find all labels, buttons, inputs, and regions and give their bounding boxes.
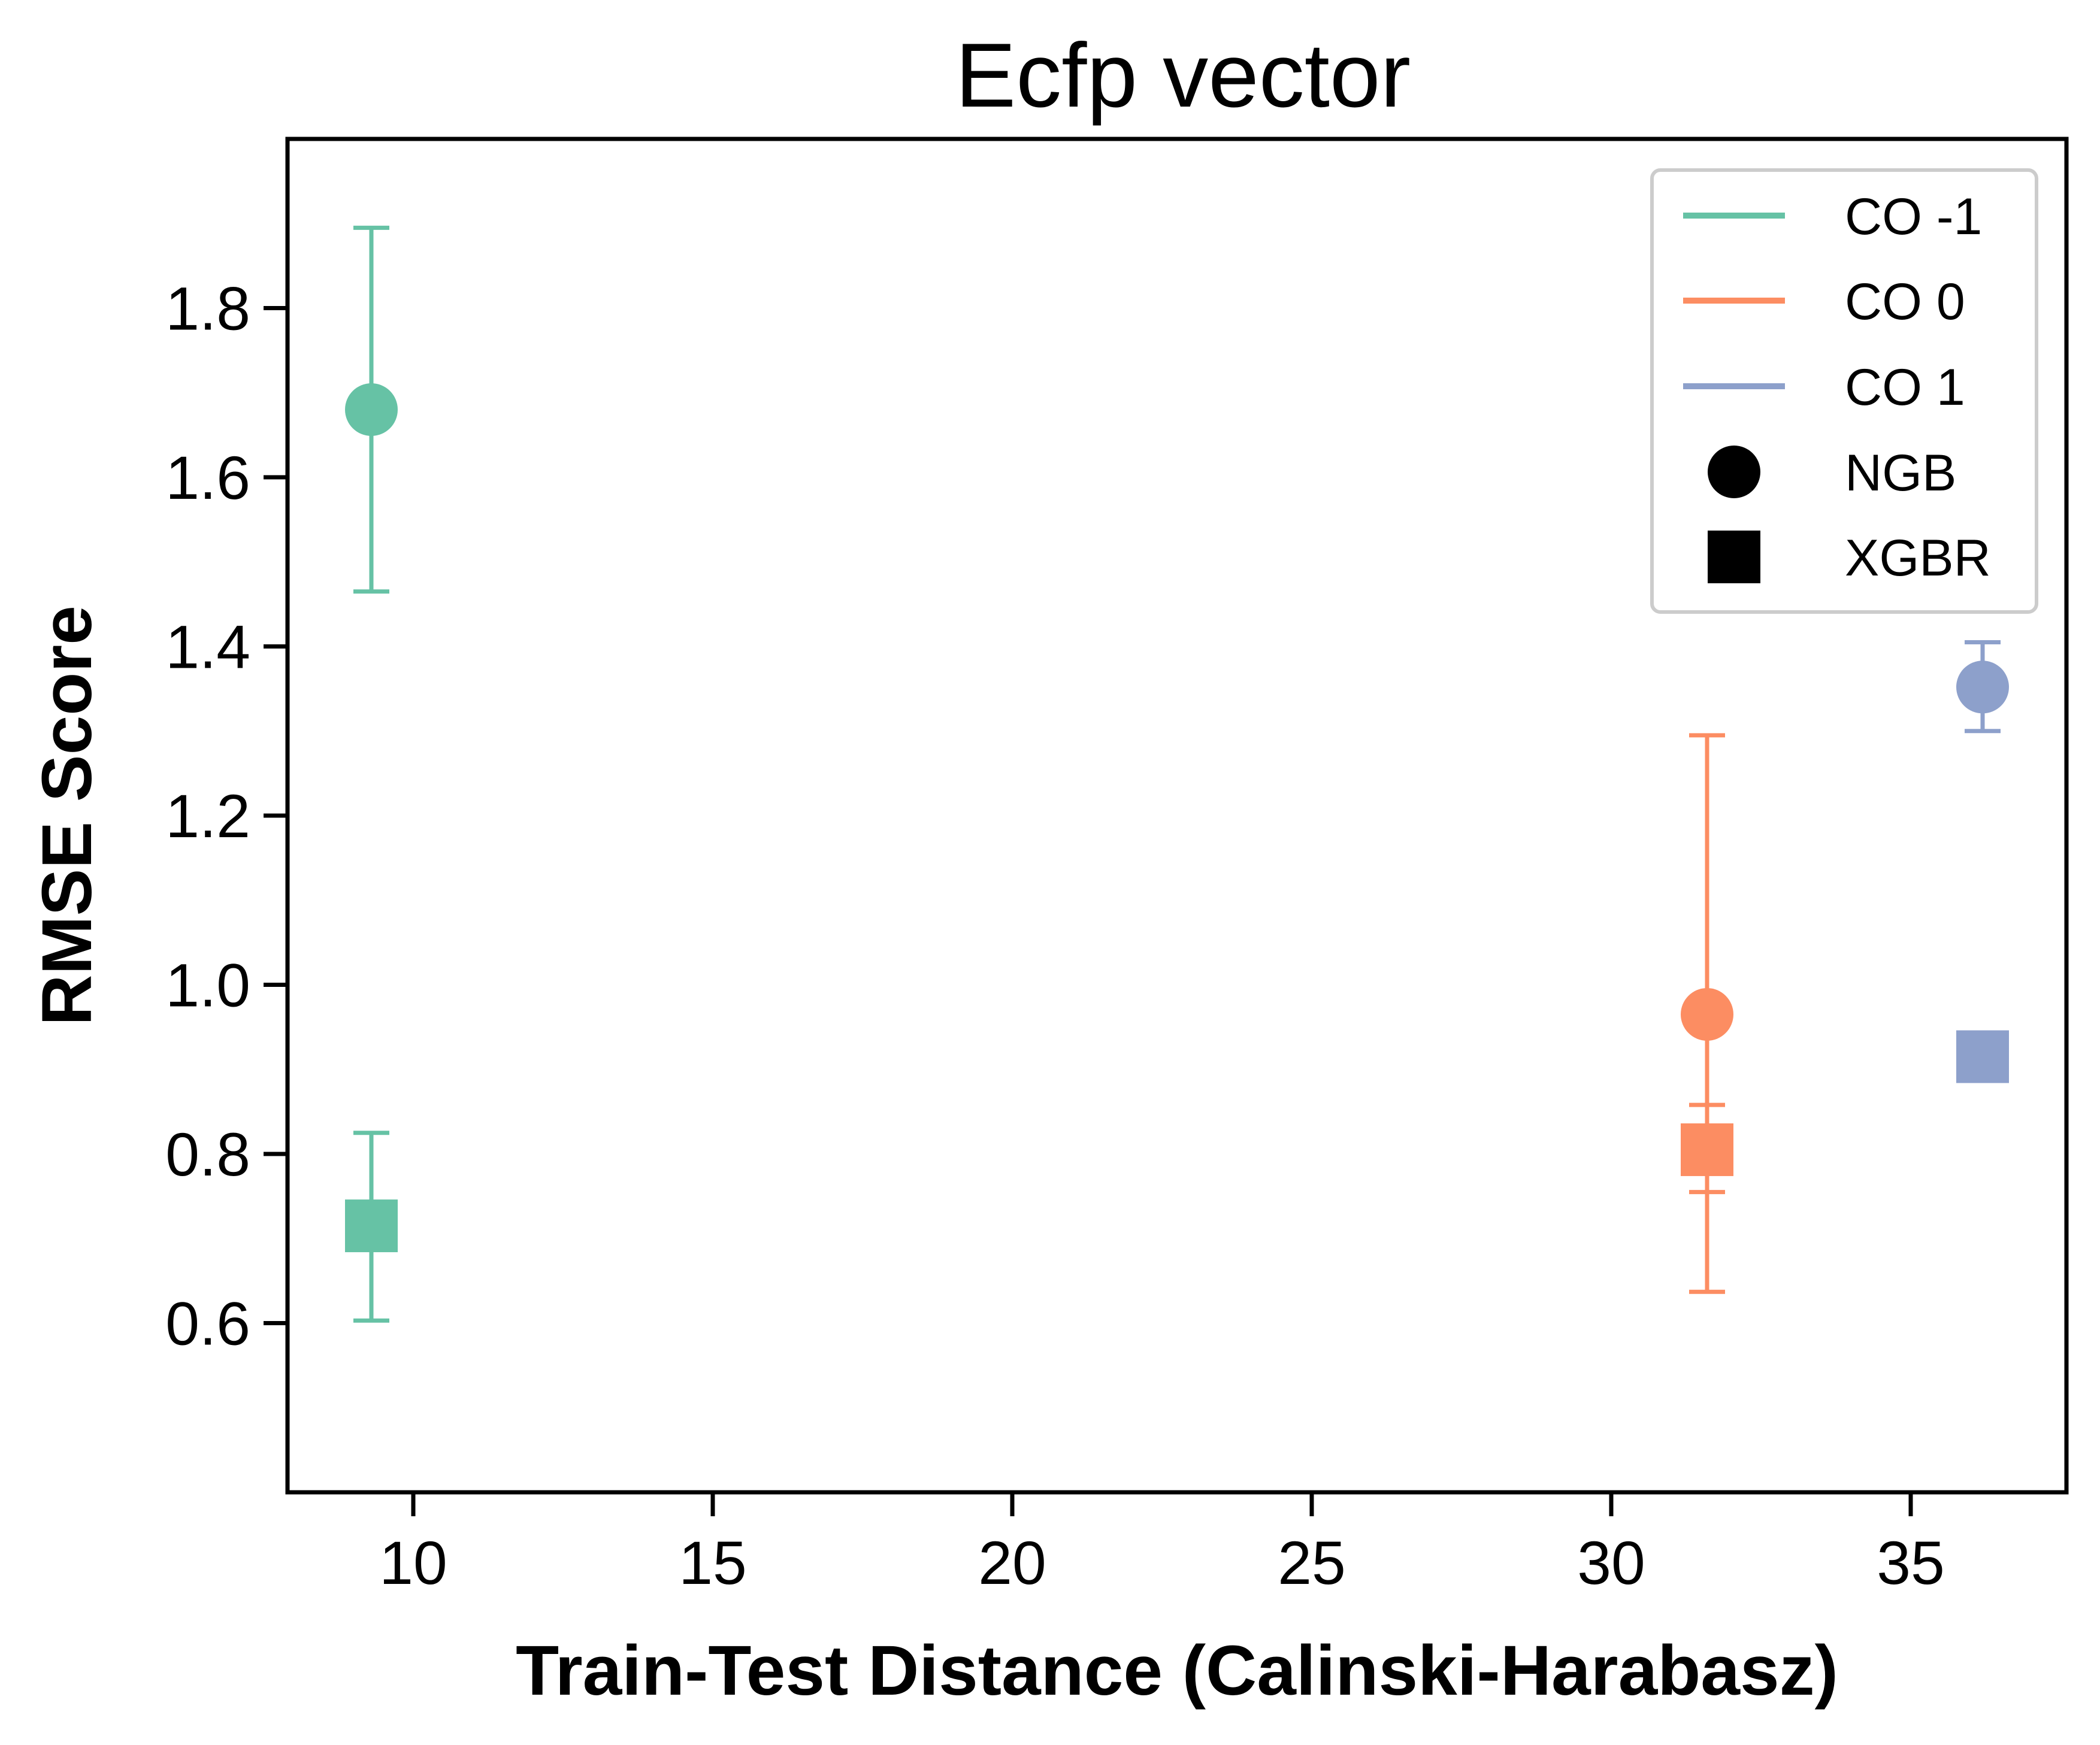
legend-label-co-neg1: CO -1 <box>1845 188 1982 246</box>
marker-coneg1-xgbr <box>345 1199 398 1253</box>
y-tick-label: 1.2 <box>165 782 250 850</box>
marker-co0-ngb <box>1681 987 1733 1041</box>
x-axis-ticks: 10 15 20 25 30 35 <box>379 1492 1945 1597</box>
x-tick-label: 35 <box>1877 1529 1944 1597</box>
legend-swatch-ngb <box>1708 446 1760 498</box>
x-tick-label: 15 <box>679 1529 746 1597</box>
y-tick-label: 1.6 <box>165 444 250 512</box>
y-tick-label: 1.4 <box>165 613 250 681</box>
marker-coneg1-ngb <box>345 383 398 436</box>
y-tick-label: 0.8 <box>165 1120 250 1189</box>
x-axis-label: Train-Test Distance (Calinski-Harabasz) <box>516 1631 1838 1710</box>
legend-label-xgbr: XGBR <box>1845 529 1991 587</box>
marker-co1-xgbr <box>1956 1030 2009 1083</box>
legend-label-co-1: CO 1 <box>1845 359 1965 416</box>
legend-label-co-0: CO 0 <box>1845 273 1965 331</box>
marker-co0-xgbr <box>1681 1123 1733 1176</box>
x-tick-label: 25 <box>1278 1529 1345 1597</box>
x-tick-label: 10 <box>379 1529 447 1597</box>
legend: CO -1 CO 0 CO 1 NGB XGBR <box>1650 168 2038 614</box>
x-tick-label: 20 <box>978 1529 1046 1597</box>
legend-box <box>1650 168 2038 614</box>
legend-label-ngb: NGB <box>1845 444 1956 502</box>
x-tick-label: 30 <box>1577 1529 1645 1597</box>
y-tick-label: 1.0 <box>165 952 250 1020</box>
chart-title: Ecfp vector <box>955 25 1411 126</box>
y-axis-ticks: 0.6 0.8 1.0 1.2 1.4 1.6 1.8 <box>165 275 288 1358</box>
marker-co1-ngb <box>1956 661 2009 714</box>
y-tick-label: 1.8 <box>165 275 250 343</box>
legend-swatch-xgbr <box>1708 531 1760 583</box>
y-tick-label: 0.6 <box>165 1290 250 1358</box>
y-axis-label: RMSE Score <box>28 605 107 1026</box>
data-marks <box>345 225 2009 1323</box>
